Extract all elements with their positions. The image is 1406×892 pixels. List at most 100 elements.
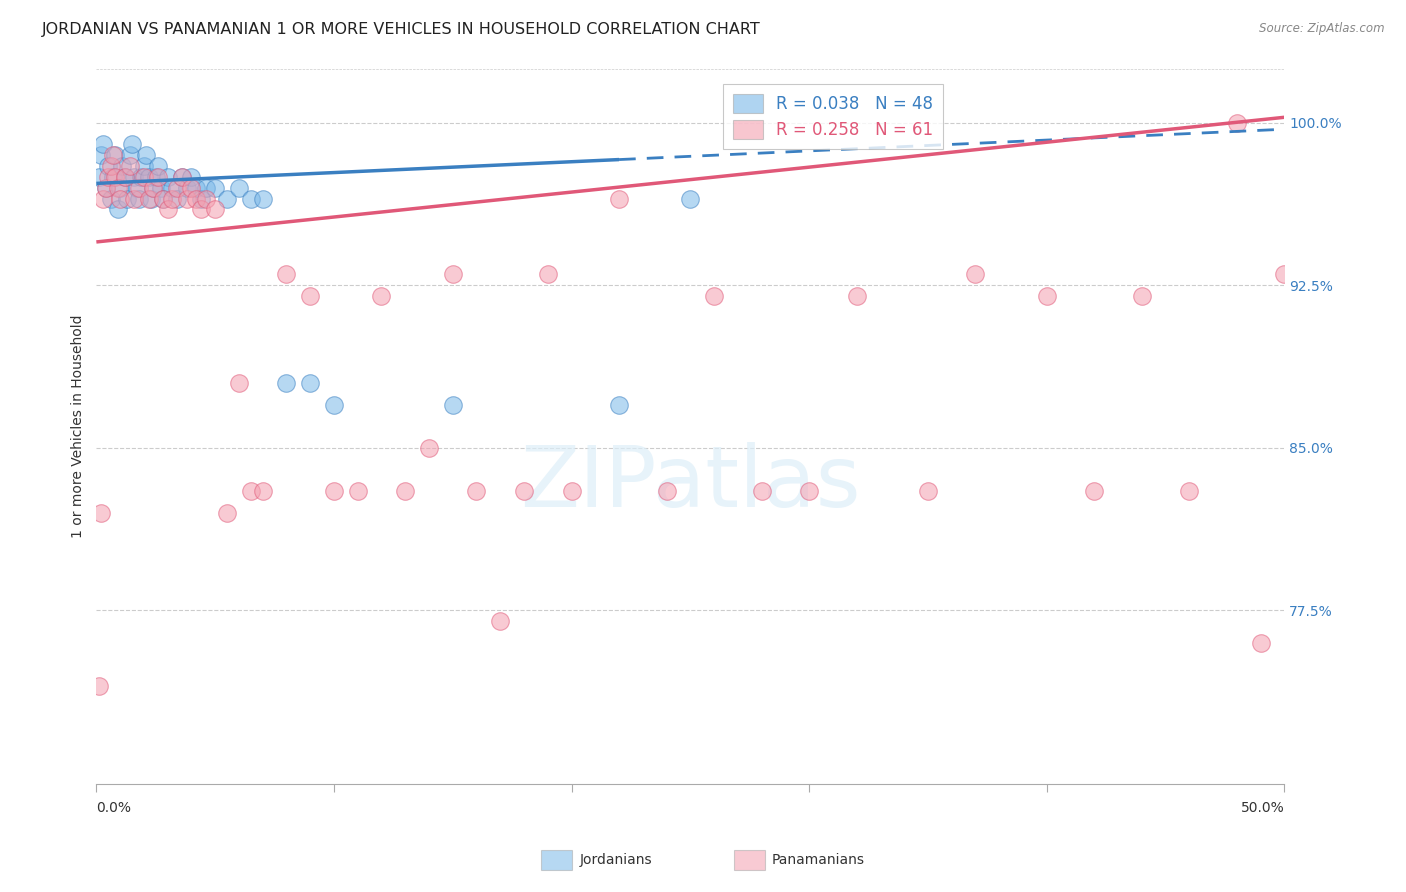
Text: Panamanians: Panamanians (772, 853, 865, 867)
Text: 50.0%: 50.0% (1240, 801, 1284, 815)
Point (917, 484, 939, 499)
Point (138, 192, 160, 206)
Point (131, 169, 153, 184)
Point (299, 289, 322, 303)
Point (97, 159, 120, 173)
Point (156, 202, 179, 217)
Point (170, 169, 193, 184)
Point (135, 148, 157, 162)
Point (845, 289, 868, 303)
Point (104, 148, 127, 162)
Point (1083, 484, 1105, 499)
Point (204, 180, 226, 194)
Text: 0.0%: 0.0% (97, 801, 131, 815)
Point (146, 169, 169, 184)
Text: ZIPatlas: ZIPatlas (520, 442, 860, 525)
Point (441, 398, 464, 412)
Point (166, 180, 188, 194)
Point (489, 615, 512, 629)
Point (194, 180, 217, 194)
Point (299, 376, 322, 390)
Text: Jordanians: Jordanians (579, 853, 652, 867)
Point (100, 159, 122, 173)
Point (180, 180, 202, 194)
Point (93, 137, 115, 152)
Point (537, 268, 560, 282)
Point (751, 484, 773, 499)
Point (252, 192, 274, 206)
Point (145, 169, 167, 184)
Point (176, 180, 198, 194)
Point (107, 180, 129, 194)
Point (1130, 289, 1153, 303)
Point (104, 169, 127, 184)
Point (90, 506, 112, 520)
Point (252, 484, 274, 499)
Point (1226, 116, 1249, 130)
Point (125, 180, 148, 194)
Point (965, 268, 987, 282)
Point (190, 202, 212, 217)
Point (186, 180, 208, 194)
Point (239, 192, 262, 206)
Point (128, 192, 150, 206)
Point (228, 180, 250, 194)
Point (215, 192, 238, 206)
Point (108, 180, 131, 194)
Point (465, 484, 488, 499)
Point (128, 180, 150, 194)
Point (111, 159, 134, 173)
Point (276, 268, 298, 282)
Point (118, 159, 141, 173)
Point (87, 679, 110, 693)
Point (560, 484, 582, 499)
Point (215, 506, 238, 520)
Point (370, 289, 392, 303)
Point (607, 192, 630, 206)
Point (114, 169, 136, 184)
Point (679, 192, 702, 206)
Point (132, 169, 155, 184)
Point (100, 192, 122, 206)
Point (149, 180, 172, 194)
Point (139, 192, 162, 206)
Point (204, 202, 226, 217)
Point (124, 192, 146, 206)
Legend: R = 0.038   N = 48, R = 0.258   N = 61: R = 0.038 N = 48, R = 0.258 N = 61 (723, 84, 943, 149)
Point (703, 289, 725, 303)
Point (108, 192, 131, 206)
Point (142, 180, 165, 194)
Point (94, 180, 117, 194)
Point (87, 169, 110, 184)
Point (239, 484, 262, 499)
Point (194, 192, 217, 206)
Point (132, 159, 155, 173)
Point (418, 441, 440, 455)
Text: Source: ZipAtlas.com: Source: ZipAtlas.com (1260, 22, 1385, 36)
Point (162, 180, 184, 194)
Point (118, 148, 141, 162)
Point (1250, 636, 1272, 650)
Point (114, 169, 136, 184)
Point (607, 398, 630, 412)
Point (107, 202, 129, 217)
Point (156, 169, 179, 184)
Point (797, 484, 820, 499)
Point (152, 192, 174, 206)
Point (138, 169, 160, 184)
Point (162, 192, 184, 206)
Point (176, 192, 198, 206)
Point (441, 268, 464, 282)
Point (346, 484, 368, 499)
Point (142, 180, 165, 194)
Point (170, 169, 193, 184)
Point (513, 484, 536, 499)
Point (1272, 268, 1295, 282)
Point (146, 159, 169, 173)
Point (124, 169, 146, 184)
Y-axis label: 1 or more Vehicles in Household: 1 or more Vehicles in Household (72, 315, 86, 538)
Point (97, 169, 120, 184)
Point (94, 180, 117, 194)
Point (121, 137, 143, 152)
Point (1178, 484, 1201, 499)
